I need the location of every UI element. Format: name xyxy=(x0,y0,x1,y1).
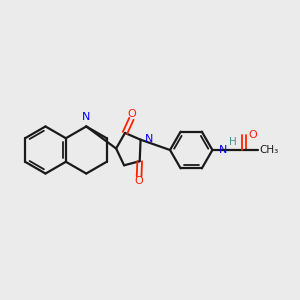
Text: O: O xyxy=(249,130,257,140)
Text: N: N xyxy=(219,145,227,155)
Text: H: H xyxy=(230,137,237,147)
Text: CH₃: CH₃ xyxy=(260,145,279,155)
Text: N: N xyxy=(145,134,153,144)
Text: N: N xyxy=(82,112,91,122)
Text: O: O xyxy=(135,176,143,186)
Text: O: O xyxy=(128,109,136,119)
